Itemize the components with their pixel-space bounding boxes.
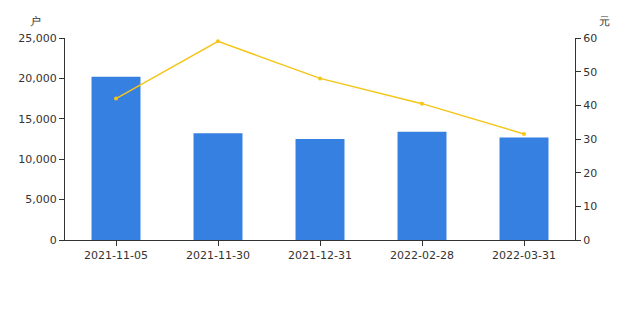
svg-text:2021-12-31: 2021-12-31 <box>288 249 352 262</box>
svg-text:15,000: 15,000 <box>18 113 57 126</box>
svg-text:户: 户 <box>30 15 41 28</box>
svg-text:2022-03-31: 2022-03-31 <box>492 249 556 262</box>
svg-text:10: 10 <box>583 200 597 213</box>
svg-text:2021-11-05: 2021-11-05 <box>84 249 148 262</box>
svg-text:5,000: 5,000 <box>25 193 57 206</box>
svg-text:60: 60 <box>583 32 597 45</box>
svg-text:0: 0 <box>583 234 590 247</box>
svg-text:2022-02-28: 2022-02-28 <box>390 249 454 262</box>
svg-text:0: 0 <box>50 234 57 247</box>
svg-text:元: 元 <box>599 15 610 28</box>
svg-text:40: 40 <box>583 99 597 112</box>
svg-text:10,000: 10,000 <box>18 153 57 166</box>
svg-text:2021-11-30: 2021-11-30 <box>186 249 250 262</box>
svg-text:30: 30 <box>583 133 597 146</box>
svg-text:20: 20 <box>583 167 597 180</box>
svg-text:20,000: 20,000 <box>18 72 57 85</box>
svg-text:25,000: 25,000 <box>18 32 57 45</box>
svg-text:50: 50 <box>583 66 597 79</box>
